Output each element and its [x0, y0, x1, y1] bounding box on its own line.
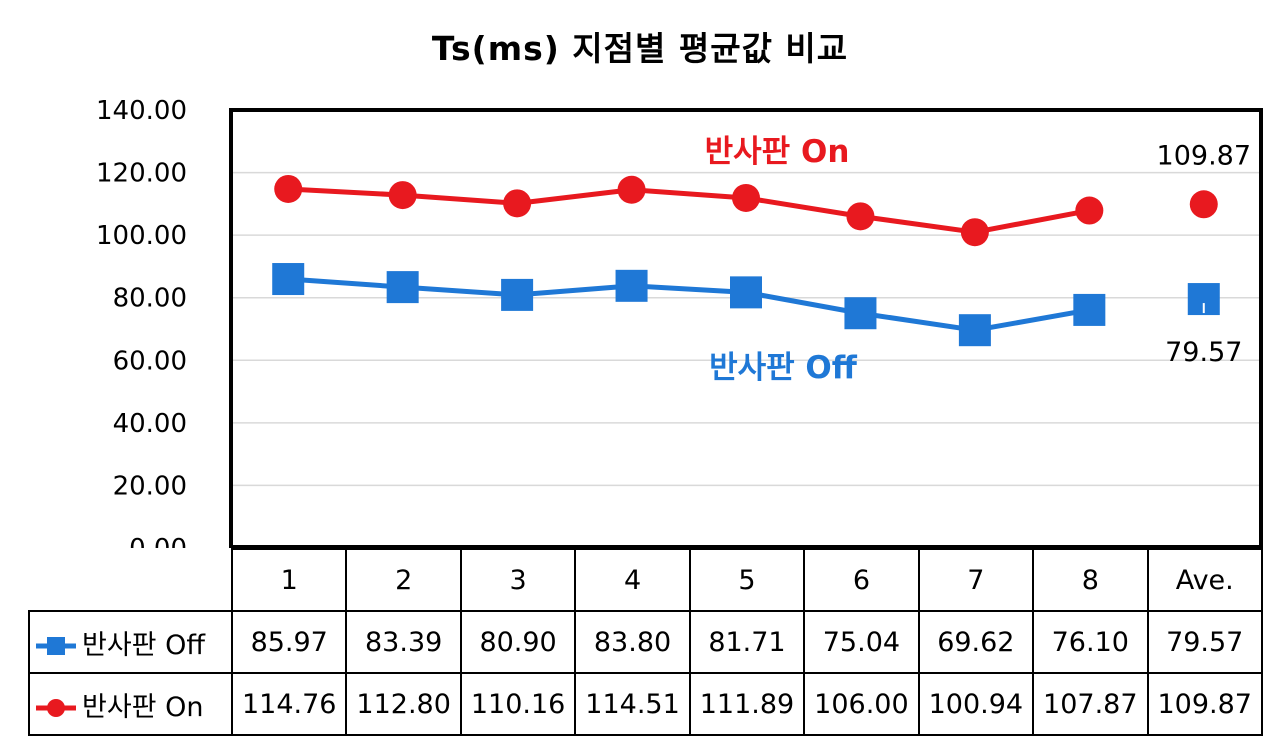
- data-point: [272, 263, 305, 296]
- y-tick-label: 80.00: [113, 284, 187, 314]
- chart-title: Ts(ms) 지점별 평균값 비교: [431, 29, 849, 68]
- legend-label: 반사판 On: [82, 691, 204, 723]
- legend-square-marker-icon: [36, 637, 76, 655]
- y-tick-label: 100.00: [96, 221, 187, 251]
- data-point: [846, 202, 875, 231]
- avg-annotation-off: 79.57: [1165, 337, 1242, 368]
- data-point: [1075, 196, 1104, 225]
- y-tick-label: 20.00: [113, 471, 187, 501]
- data-point: [958, 314, 991, 347]
- category-label: 2: [345, 548, 462, 612]
- category-label: 5: [688, 548, 806, 612]
- data-point: [388, 181, 417, 210]
- table-cell-value: 100.94: [917, 672, 1035, 736]
- table-header-row: 1 2 3 4 5 6 7 8 Ave.: [29, 548, 1263, 612]
- category-label: 6: [803, 548, 920, 612]
- line-chart: 0.00 20.00 40.00 60.00 80.00 100.00 120.00 140.…: [96, 96, 1263, 548]
- series-on: [274, 174, 1218, 247]
- data-point: [617, 175, 646, 204]
- table-cell-value: 85.97: [230, 610, 348, 674]
- table-cell-value: 79.57: [1146, 610, 1263, 674]
- data-point: [730, 276, 762, 309]
- category-label: 1: [230, 548, 348, 612]
- y-tick-label: 60.00: [113, 346, 187, 376]
- data-point: [386, 271, 419, 304]
- avg-annotation-on: 109.87: [1157, 140, 1251, 171]
- legend-entry: 반사판 On: [28, 672, 233, 736]
- table-cell-value: 114.51: [574, 672, 691, 736]
- table-row: 반사판 Off 85.97 83.39 80.90 83.80 81.71 75.04 69.…: [28, 610, 1263, 674]
- plot-frame: [229, 108, 1263, 548]
- category-label: Ave.: [1146, 548, 1263, 612]
- table-cell-value: 112.80: [345, 672, 462, 736]
- data-point: [501, 278, 534, 311]
- category-label: 8: [1032, 548, 1149, 612]
- series-label-off: 반사판 Off: [709, 350, 858, 386]
- table-cell-value: 76.10: [1032, 610, 1149, 674]
- y-tick-label: 120.00: [96, 159, 187, 189]
- table-cell-value: 110.16: [459, 672, 577, 736]
- series-label-on: 반사판 On: [705, 134, 850, 170]
- data-point: [844, 297, 877, 330]
- table-cell-value: 111.89: [688, 672, 806, 736]
- data-point: [732, 183, 760, 212]
- y-tick-label: 140.00: [96, 96, 187, 126]
- table-cell-value: 81.71: [688, 610, 806, 674]
- category-label: 4: [574, 548, 691, 612]
- series-line: [288, 186, 1090, 235]
- table-cell-value: 83.39: [345, 610, 462, 674]
- data-table: 1 2 3 4 5 6 7 8 Ave. 반사판 Off 85.97 83.39 80.90 83.80 8…: [28, 548, 1263, 736]
- y-tick-label: 0.00: [129, 534, 187, 548]
- table-cell-value: 107.87: [1032, 672, 1149, 736]
- series-line: [288, 276, 1090, 333]
- table-cell-value: 114.76: [230, 672, 348, 736]
- table-cell-value: 80.90: [459, 610, 577, 674]
- table-cell-value: 69.62: [917, 610, 1035, 674]
- data-point: [615, 269, 648, 302]
- table-cell-value: 75.04: [803, 610, 920, 674]
- data-point: [503, 189, 532, 218]
- legend-circle-marker-icon: [36, 699, 76, 717]
- category-label: 7: [917, 548, 1035, 612]
- data-point: [274, 174, 303, 203]
- data-point: [1073, 293, 1106, 326]
- category-label: 3: [459, 548, 577, 612]
- y-tick-label: 40.00: [113, 409, 187, 439]
- table-row: 반사판 On 114.76 112.80 110.16 114.51 111.89 106.…: [28, 672, 1263, 736]
- legend-label: 반사판 Off: [82, 629, 205, 661]
- legend-entry: 반사판 Off: [28, 610, 233, 674]
- table-cell-value: 83.80: [574, 610, 691, 674]
- series-off: [272, 263, 1220, 347]
- table-corner: [29, 549, 233, 612]
- data-point: [1189, 190, 1218, 219]
- data-point: [960, 218, 989, 247]
- table-cell-value: 109.87: [1146, 672, 1263, 736]
- table-cell-value: 106.00: [803, 672, 920, 736]
